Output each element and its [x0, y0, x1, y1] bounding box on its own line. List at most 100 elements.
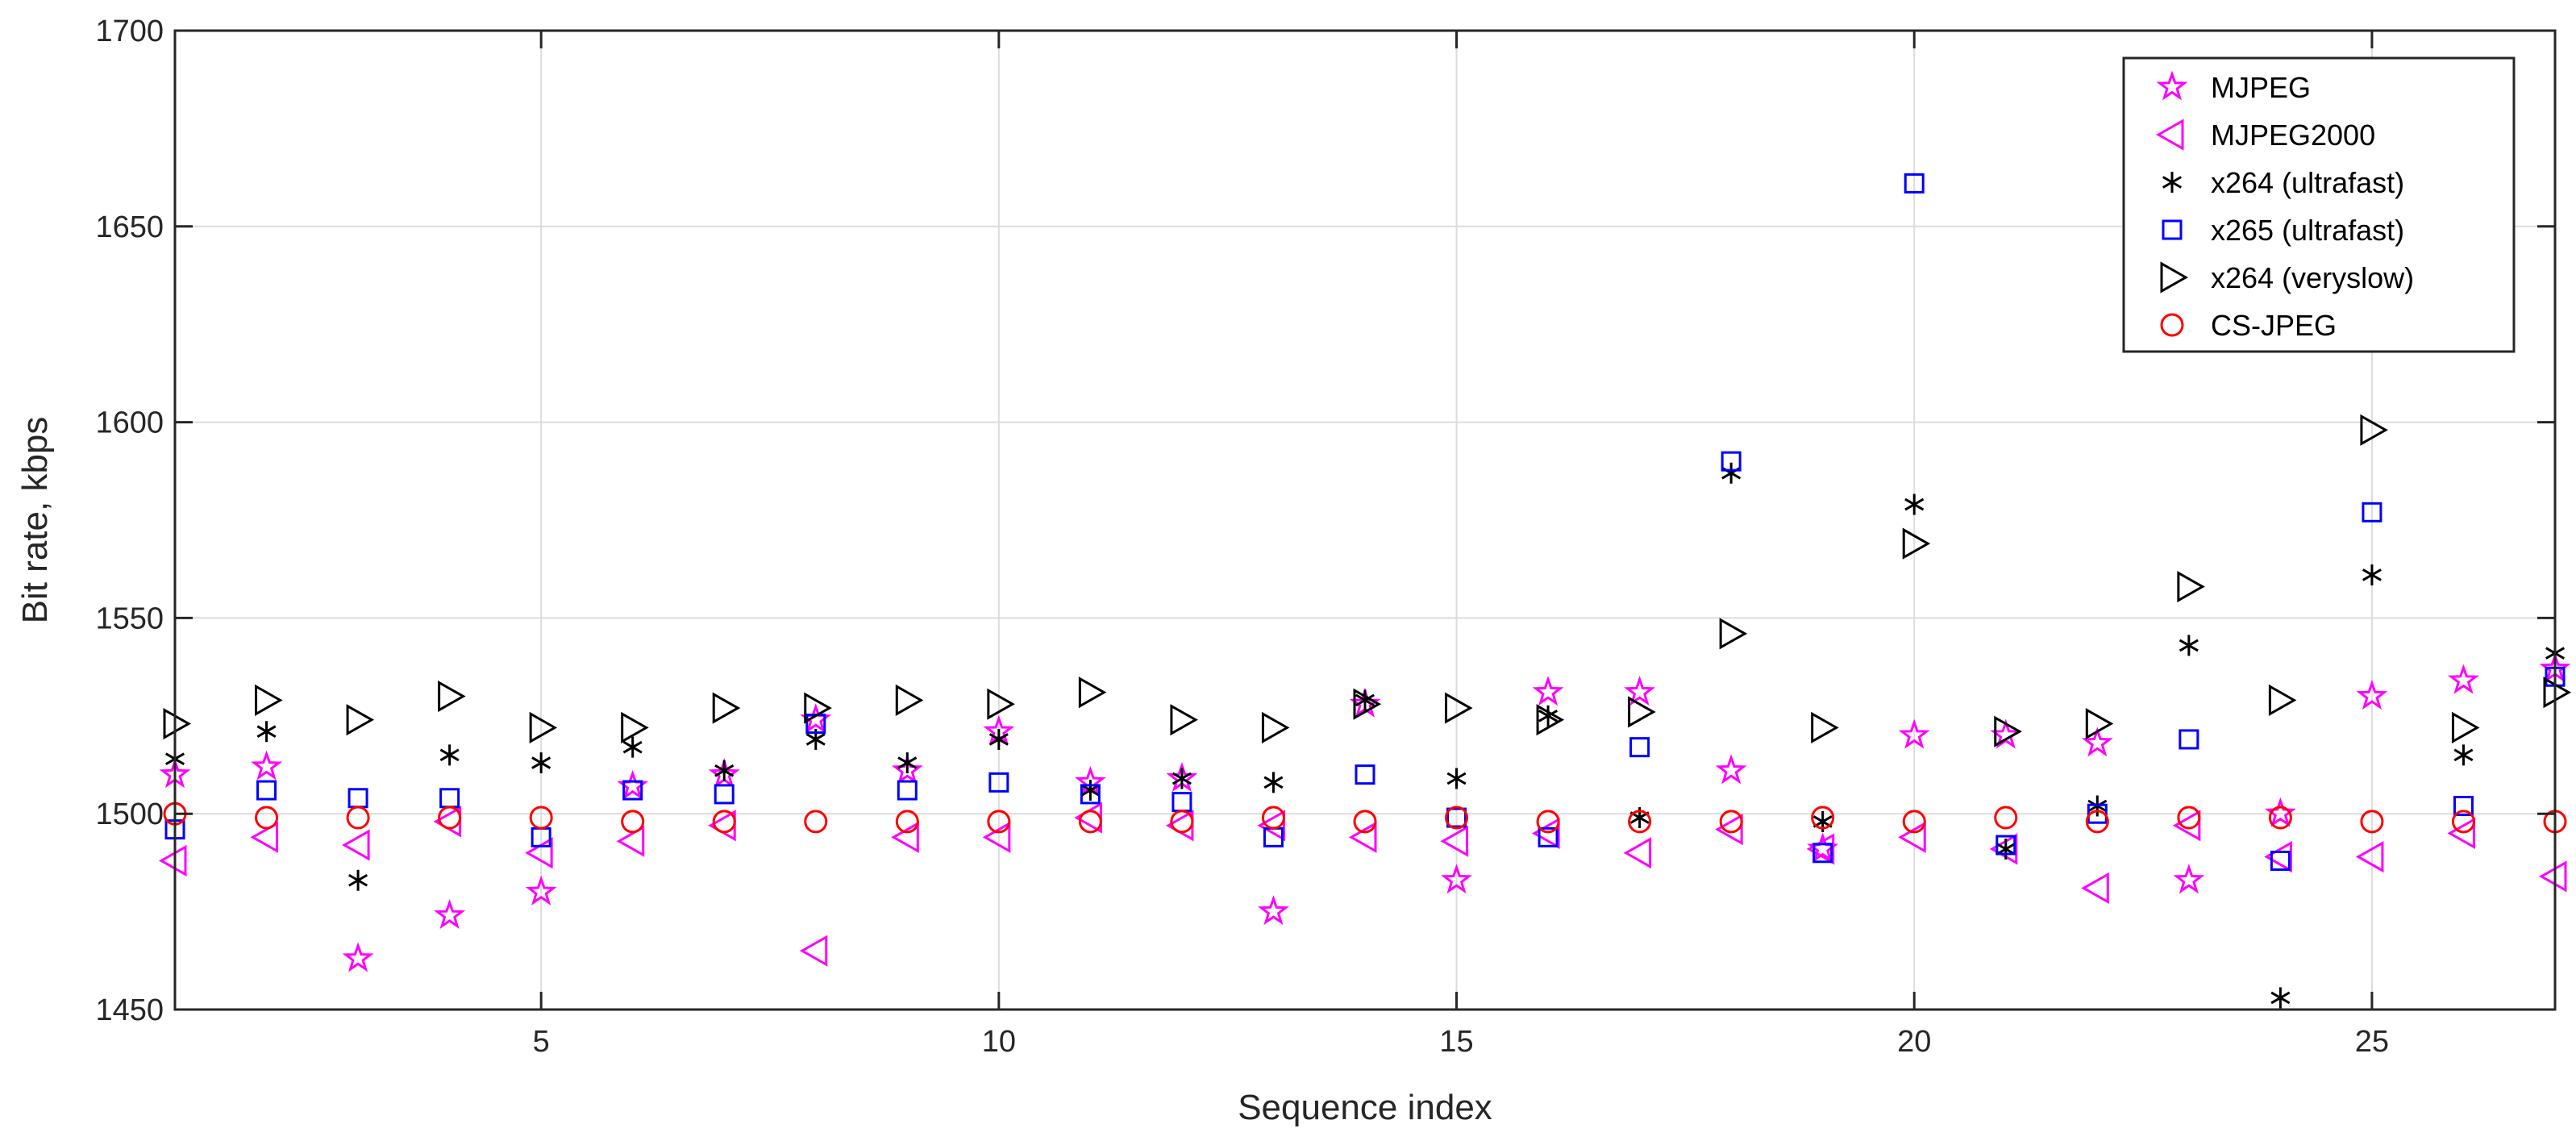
data-point — [988, 728, 1009, 750]
data-point — [2177, 570, 2205, 603]
axis-ticks: 5 10 15 20 25 1450 1500 1550 1600 1650 1700 — [95, 15, 2555, 1059]
data-point — [158, 844, 187, 877]
data-point — [2268, 806, 2292, 830]
data-point — [621, 711, 649, 743]
data-point — [1171, 768, 1192, 789]
x-tick-label: 20 — [1897, 1025, 1931, 1059]
data-point — [1353, 688, 1382, 720]
series-x264-veryslow — [163, 414, 2572, 747]
data-point — [348, 869, 368, 891]
data-point — [2270, 987, 2291, 1009]
data-point — [621, 810, 645, 834]
data-point — [1532, 676, 1564, 706]
data-point — [891, 821, 919, 853]
data-point — [714, 784, 735, 805]
data-point — [1628, 696, 1656, 728]
y-tick-label: 1550 — [95, 602, 164, 635]
legend-label: x264 (ultrafast) — [2211, 166, 2404, 199]
y-tick-label: 1650 — [95, 210, 164, 244]
data-point — [616, 825, 645, 857]
data-point — [1904, 493, 1925, 515]
data-point — [255, 806, 279, 830]
data-point — [1898, 821, 1926, 853]
data-point — [987, 688, 1015, 720]
data-point — [2362, 502, 2382, 523]
legend-marker — [2162, 219, 2183, 240]
data-point — [2447, 817, 2475, 850]
data-point — [1811, 711, 1839, 743]
legend-marker — [2156, 70, 2188, 101]
data-point — [1994, 715, 2022, 747]
data-point — [2360, 414, 2388, 446]
y-tick-label: 1450 — [95, 993, 164, 1027]
data-point — [256, 721, 277, 743]
data-point — [1257, 810, 1285, 842]
legend-entry: x264 (ultrafast) — [2162, 166, 2404, 199]
data-point — [1261, 806, 1285, 830]
data-point — [982, 821, 1011, 853]
data-point — [1898, 718, 1930, 749]
data-point — [2264, 841, 2292, 873]
data-point — [251, 750, 283, 781]
data-point — [1629, 737, 1650, 758]
data-point — [1994, 806, 2018, 830]
data-point — [1536, 810, 1560, 834]
x-tick-label: 5 — [533, 1025, 550, 1059]
legend-box — [2122, 56, 2516, 353]
data-point — [2538, 860, 2567, 893]
data-point — [2355, 841, 2384, 873]
data-point — [1721, 451, 1742, 472]
legend-marker — [2155, 119, 2184, 151]
legend-marker — [2162, 172, 2183, 193]
legend-entry: x264 (veryslow) — [2160, 261, 2414, 294]
legend-label: x264 (veryslow) — [2211, 261, 2414, 294]
data-point — [438, 806, 462, 830]
data-point — [1628, 810, 1652, 834]
data-point — [1719, 810, 1743, 834]
data-point — [987, 810, 1011, 834]
data-point — [1806, 833, 1835, 865]
legend-label: MJPEG2000 — [2211, 119, 2375, 152]
data-point — [1263, 772, 1284, 793]
legend-marker — [2160, 313, 2184, 337]
data-point — [1078, 810, 1102, 834]
data-point — [2451, 810, 2475, 834]
data-point — [895, 810, 919, 834]
data-point — [1440, 825, 1469, 857]
data-point — [342, 942, 374, 972]
data-point — [1719, 618, 1748, 650]
data-point — [2173, 864, 2205, 894]
data-point — [1536, 704, 1565, 736]
x-tick-label: 25 — [2355, 1025, 2389, 1059]
data-point — [2451, 711, 2480, 743]
data-point — [256, 780, 277, 801]
legend-marker — [2160, 261, 2189, 294]
data-point — [346, 806, 370, 830]
data-point — [2543, 677, 2572, 709]
series-x264-ultrafast — [164, 462, 2566, 1009]
data-point — [1715, 754, 1747, 785]
data-point — [529, 806, 553, 830]
data-point — [1989, 833, 2018, 865]
data-point — [2362, 564, 2382, 585]
legend-entry: MJPEG — [2156, 70, 2311, 104]
data-point — [1353, 810, 1377, 834]
x-tick-label: 10 — [982, 1025, 1016, 1059]
data-point — [2085, 810, 2109, 834]
data-point — [1261, 711, 1290, 743]
data-point — [2264, 797, 2296, 827]
legend-entry: CS-JPEG — [2160, 309, 2337, 342]
x-tick-label: 15 — [1439, 1025, 1473, 1059]
data-point — [2447, 664, 2479, 694]
data-point — [1348, 821, 1377, 853]
data-point — [799, 935, 828, 967]
data-point — [895, 684, 924, 716]
data-point — [988, 772, 1009, 793]
data-point — [1995, 838, 2016, 860]
data-point — [1355, 764, 1375, 785]
data-point — [163, 707, 192, 740]
y-tick-label: 1500 — [95, 797, 164, 831]
x-axis-title: Sequence index — [1238, 1088, 1492, 1127]
data-point — [1902, 527, 1931, 560]
